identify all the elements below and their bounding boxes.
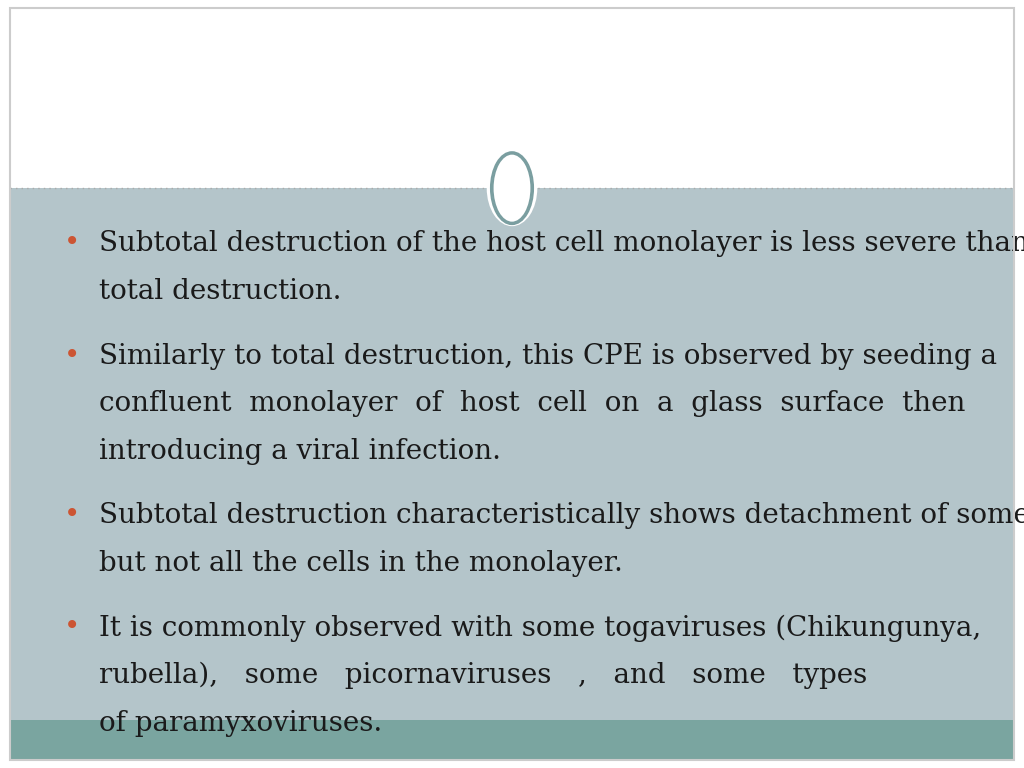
Text: confluent  monolayer  of  host  cell  on  a  glass  surface  then: confluent monolayer of host cell on a gl… bbox=[99, 390, 966, 417]
Bar bbox=[10, 8, 1014, 188]
Text: introducing a viral infection.: introducing a viral infection. bbox=[99, 438, 502, 465]
Text: but not all the cells in the monolayer.: but not all the cells in the monolayer. bbox=[99, 550, 624, 577]
Text: •: • bbox=[63, 502, 80, 529]
Ellipse shape bbox=[486, 151, 538, 226]
Text: Subtotal destruction of the host cell monolayer is less severe than: Subtotal destruction of the host cell mo… bbox=[99, 230, 1024, 257]
Text: rubella),   some   picornaviruses   ,   and   some   types: rubella), some picornaviruses , and some… bbox=[99, 662, 867, 690]
Text: of paramyxoviruses.: of paramyxoviruses. bbox=[99, 710, 383, 737]
Bar bbox=[10, 188, 1014, 720]
Text: Subtotal destruction characteristically shows detachment of some: Subtotal destruction characteristically … bbox=[99, 502, 1024, 529]
Bar bbox=[10, 720, 1014, 760]
Ellipse shape bbox=[493, 154, 531, 223]
Text: total destruction.: total destruction. bbox=[99, 278, 342, 305]
Text: •: • bbox=[63, 343, 80, 369]
Text: Similarly to total destruction, this CPE is observed by seeding a: Similarly to total destruction, this CPE… bbox=[99, 343, 997, 369]
Text: •: • bbox=[63, 230, 80, 257]
Text: It is commonly observed with some togaviruses (Chikungunya,: It is commonly observed with some togavi… bbox=[99, 614, 982, 642]
Text: •: • bbox=[63, 614, 80, 641]
